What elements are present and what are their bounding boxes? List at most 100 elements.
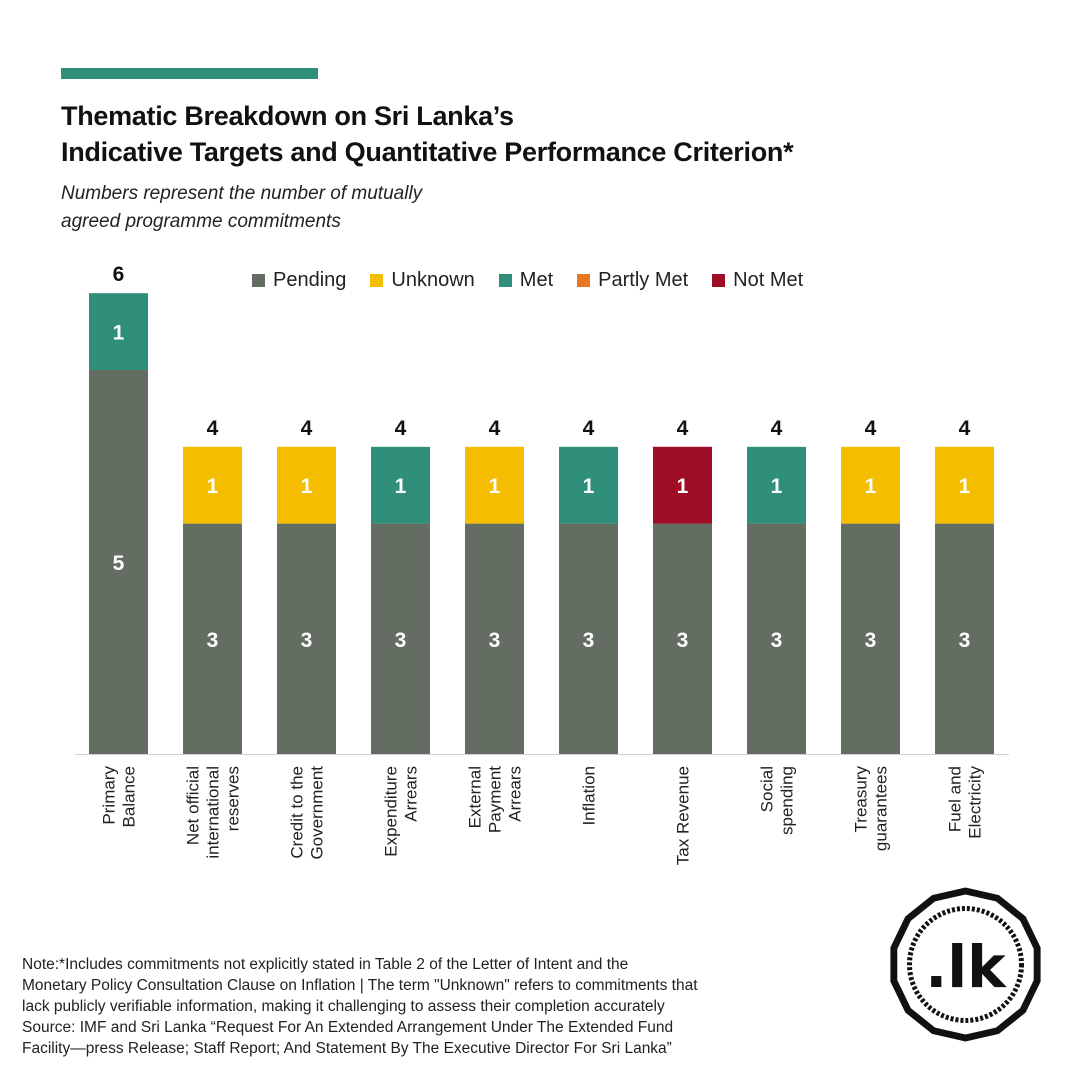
legend-swatch-pending — [252, 273, 265, 287]
legend: Pending Unknown Met Partly Met Not Met — [252, 268, 827, 292]
bar-total-label: 6 — [113, 263, 125, 286]
bar-total-label: 4 — [959, 417, 971, 440]
subtitle-line-1: Numbers represent the number of mutually — [61, 183, 423, 204]
x-tick-label-line: Social — [758, 766, 777, 812]
bar-segment-pending — [559, 523, 618, 754]
x-tick-label-line: Arrears — [506, 766, 525, 822]
legend-swatch-unknown — [370, 273, 384, 287]
legend-label-pending: Pending — [273, 268, 347, 291]
legend-label-met: Met — [519, 268, 554, 291]
legend-item-partly-met: Partly Met — [577, 269, 688, 292]
x-tick-label: Tax Revenue — [674, 766, 693, 865]
bar-segment-pending — [935, 523, 994, 754]
lk-logo: .lk — [890, 887, 1041, 1042]
x-tick-label-line: reserves — [224, 766, 243, 831]
bar-total-label: 4 — [677, 417, 689, 440]
bar-segment-met — [89, 293, 148, 370]
data-label-pending: 3 — [395, 629, 407, 652]
bar-total-label: 4 — [865, 417, 877, 440]
bar-segment-unknown — [841, 446, 900, 524]
legend-item-met: Met — [498, 268, 554, 292]
x-tick-label-line: Government — [308, 766, 327, 860]
bar-segment-pending — [747, 523, 806, 754]
x-tick-label-line: Expenditure — [382, 766, 401, 857]
x-tick-label: Credit to theGovernment — [288, 766, 327, 860]
data-label-unknown: 1 — [865, 475, 877, 498]
legend-label-partly-met: Partly Met — [598, 268, 689, 291]
x-tick-label: PrimaryBalance — [100, 766, 139, 828]
bar-segment-unknown — [277, 446, 336, 524]
chart-title: Thematic Breakdown on Sri Lanka’s Indica… — [61, 98, 1021, 170]
bar-total-label: 4 — [301, 417, 313, 440]
data-label-pending: 3 — [301, 629, 313, 652]
data-label-pending: 3 — [771, 629, 783, 652]
data-label-unknown: 1 — [489, 475, 501, 498]
x-tick-label-line: international — [204, 766, 223, 859]
accent-bar — [61, 68, 318, 79]
data-label-pending: 3 — [489, 629, 501, 652]
bar-segment-met — [559, 446, 618, 524]
legend-label-unknown: Unknown — [391, 268, 475, 291]
data-label-pending: 3 — [865, 629, 877, 652]
x-tick-label-line: Primary — [100, 766, 119, 825]
x-tick-label-line: spending — [778, 766, 797, 835]
bar-segment-pending — [89, 370, 148, 754]
data-label-pending: 3 — [583, 629, 595, 652]
bar-segment-met — [747, 446, 806, 524]
data-label-not-met: 1 — [677, 475, 689, 498]
x-tick-label-line: Arrears — [402, 766, 421, 822]
x-tick-label-line: External — [466, 766, 485, 828]
x-tick-label: Fuel andElectricity — [946, 766, 985, 839]
legend-item-unknown: Unknown — [370, 268, 475, 292]
bar-total-label: 4 — [489, 417, 501, 440]
bar-total-label: 4 — [207, 417, 219, 440]
bar-segment-pending — [465, 523, 524, 754]
x-tick-label-line: Fuel and — [946, 766, 965, 832]
data-label-met: 1 — [771, 475, 783, 498]
bar-segment-met — [371, 446, 430, 524]
x-tick-label-line: Credit to the — [288, 766, 307, 859]
data-label-met: 1 — [583, 475, 595, 498]
note-line-5: Facility—press Release; Staff Report; An… — [22, 1040, 672, 1057]
x-tick-label-line: Payment — [486, 766, 505, 833]
legend-item-not-met: Not Met — [712, 269, 803, 292]
x-tick-label-line: Inflation — [580, 766, 599, 826]
bar-total-label: 4 — [771, 417, 783, 440]
logo-pattern-ring — [907, 906, 1024, 1023]
x-tick-label: Net officialinternationalreserves — [184, 766, 243, 859]
bar-segment-unknown — [465, 446, 524, 524]
x-tick-label: Inflation — [580, 766, 599, 826]
data-label-pending: 3 — [207, 629, 219, 652]
subtitle-line-2: agreed programme commitments — [61, 211, 341, 232]
data-label-unknown: 1 — [959, 475, 971, 498]
note-line-3: lack publicly verifiable information, ma… — [22, 998, 665, 1015]
bar-segment-pending — [841, 523, 900, 754]
legend-swatch-met — [498, 273, 512, 287]
bar-segment-pending — [277, 523, 336, 754]
bar-total-label: 4 — [395, 417, 407, 440]
title-line-2: Indicative Targets and Quantitative Perf… — [61, 137, 794, 167]
legend-item-pending: Pending — [252, 269, 346, 292]
legend-label-not-met: Not Met — [733, 268, 804, 291]
bar-segment-not-met — [653, 446, 712, 524]
logo-center-disc — [914, 913, 1017, 1016]
bar-segment-pending — [371, 523, 430, 754]
x-tick-label-line: Electricity — [966, 766, 985, 839]
note-line-4: Source: IMF and Sri Lanka “Request For A… — [22, 1019, 674, 1036]
note-line-2: Monetary Policy Consultation Clause on I… — [22, 977, 698, 994]
note: Note:*Includes commitments not explicitl… — [22, 954, 842, 1059]
x-tick-label: ExpenditureArrears — [382, 766, 421, 857]
chart-subtitle: Numbers represent the number of mutually… — [61, 180, 581, 236]
data-label-pending: 5 — [113, 552, 125, 575]
x-tick-label: Treasuryguarantees — [852, 766, 891, 852]
data-label-met: 1 — [395, 475, 407, 498]
logo-text: .lk — [925, 933, 1007, 1001]
data-label-unknown: 1 — [301, 475, 313, 498]
x-tick-label-line: Net official — [184, 766, 203, 845]
data-label-pending: 3 — [959, 629, 971, 652]
x-tick-label: Socialspending — [758, 766, 797, 835]
bar-segment-pending — [183, 523, 242, 754]
bar-segment-unknown — [183, 446, 242, 524]
note-line-1: Note:*Includes commitments not explicitl… — [22, 956, 629, 973]
